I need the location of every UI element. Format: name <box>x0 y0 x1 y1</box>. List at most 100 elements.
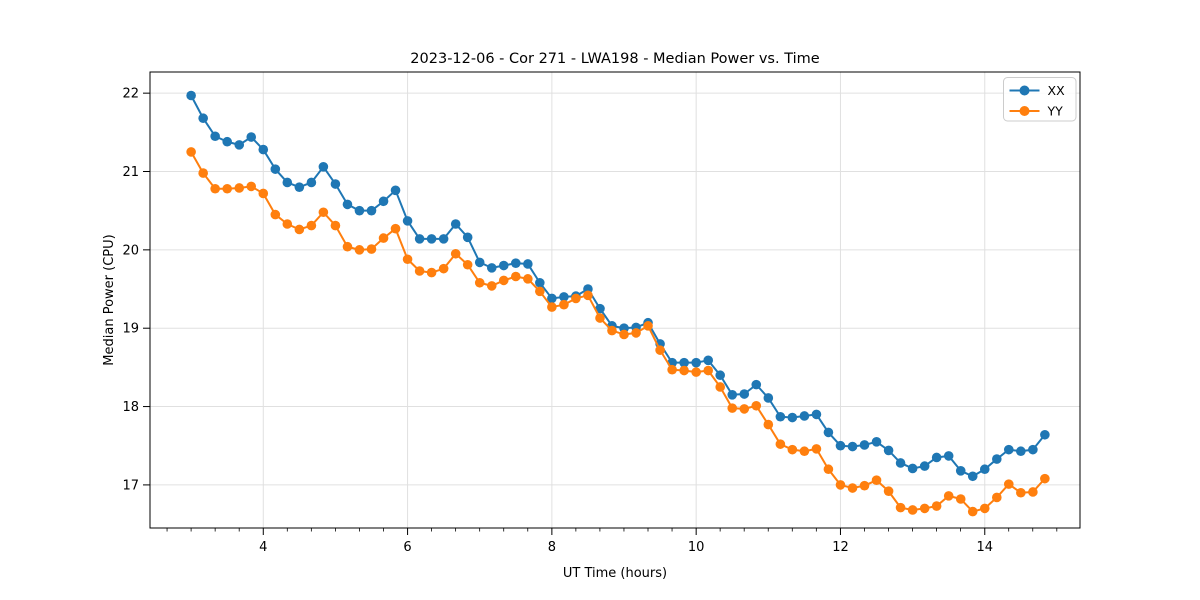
data-point <box>787 444 798 455</box>
data-point <box>667 364 677 375</box>
data-point <box>691 357 701 368</box>
data-point <box>1040 473 1050 484</box>
legend-label: XX <box>1048 83 1066 98</box>
data-point <box>992 492 1002 503</box>
y-tick-label: 22 <box>122 87 139 102</box>
data-point <box>186 90 196 101</box>
data-point <box>1003 479 1014 489</box>
data-point <box>919 503 930 514</box>
data-point <box>787 412 798 423</box>
data-point <box>438 234 449 244</box>
data-point <box>907 505 918 515</box>
data-point <box>390 185 401 196</box>
x-tick-label: 4 <box>259 540 267 555</box>
x-tick-label: 12 <box>832 540 849 555</box>
y-tick-label: 20 <box>122 243 139 258</box>
data-point <box>775 411 786 422</box>
data-point <box>799 411 810 421</box>
data-point <box>378 196 389 207</box>
data-point <box>402 254 413 265</box>
data-point <box>486 263 497 273</box>
data-point <box>595 303 605 314</box>
data-point <box>871 437 882 447</box>
x-tick-label: 10 <box>688 540 705 555</box>
data-point <box>992 454 1002 464</box>
series-YY <box>186 147 1050 517</box>
x-tick-label: 8 <box>548 540 556 555</box>
data-point <box>378 233 389 243</box>
data-point <box>835 440 846 451</box>
chart-title: 2023-12-06 - Cor 271 - LWA198 - Median P… <box>410 51 819 67</box>
data-point <box>1016 446 1026 457</box>
data-point <box>835 480 846 490</box>
data-point <box>198 168 208 178</box>
data-point <box>330 220 341 231</box>
data-point <box>306 177 317 188</box>
y-tick-label: 18 <box>122 400 139 415</box>
legend-label: YY <box>1047 104 1064 119</box>
data-point <box>943 491 954 501</box>
data-point <box>414 234 425 244</box>
y-tick-label: 21 <box>122 165 139 180</box>
data-point <box>955 494 966 504</box>
data-point <box>210 183 220 194</box>
series-line-XX <box>190 95 1046 478</box>
data-point <box>486 281 497 291</box>
data-point <box>186 147 196 157</box>
data-point <box>535 286 545 297</box>
data-point <box>318 162 329 172</box>
data-point <box>595 313 605 323</box>
data-point <box>318 207 329 218</box>
data-point <box>631 328 641 338</box>
data-point <box>282 219 293 229</box>
data-point <box>306 220 317 231</box>
data-point <box>559 292 569 302</box>
data-point <box>258 144 269 155</box>
data-point <box>883 486 894 496</box>
data-point <box>607 325 617 336</box>
data-point <box>967 471 978 482</box>
data-point <box>943 451 954 461</box>
data-point <box>535 277 545 288</box>
data-point <box>823 464 834 475</box>
data-point <box>234 140 245 150</box>
data-point <box>270 164 281 174</box>
x-axis-minor-ticks <box>166 528 1058 532</box>
data-point <box>715 382 725 392</box>
data-point <box>655 345 665 355</box>
data-point <box>510 258 521 268</box>
y-tick-label: 17 <box>122 478 139 493</box>
data-point <box>751 379 762 390</box>
data-point <box>571 293 581 304</box>
x-tick-label: 14 <box>976 540 993 555</box>
data-point <box>715 370 725 381</box>
data-point <box>547 302 557 312</box>
data-point <box>883 445 894 456</box>
data-point <box>366 244 377 254</box>
legend-handle-marker <box>1019 106 1030 116</box>
data-point <box>294 224 305 235</box>
data-point <box>811 444 822 454</box>
plot-frame <box>149 71 1081 529</box>
data-point <box>895 458 906 468</box>
data-point <box>679 357 689 368</box>
data-point <box>931 501 942 511</box>
data-point <box>366 205 377 216</box>
data-point <box>763 393 774 403</box>
data-point <box>462 232 473 243</box>
series-line-YY <box>190 151 1046 513</box>
data-point <box>390 223 401 234</box>
data-point <box>979 503 990 514</box>
data-point <box>847 483 858 493</box>
data-point <box>679 365 689 376</box>
data-point <box>1040 429 1050 440</box>
data-point <box>895 502 906 513</box>
data-point <box>354 245 365 255</box>
x-tick-label: 6 <box>403 540 411 555</box>
data-point <box>775 439 786 449</box>
data-point <box>703 355 714 366</box>
data-point <box>426 234 437 244</box>
data-point <box>583 290 593 301</box>
